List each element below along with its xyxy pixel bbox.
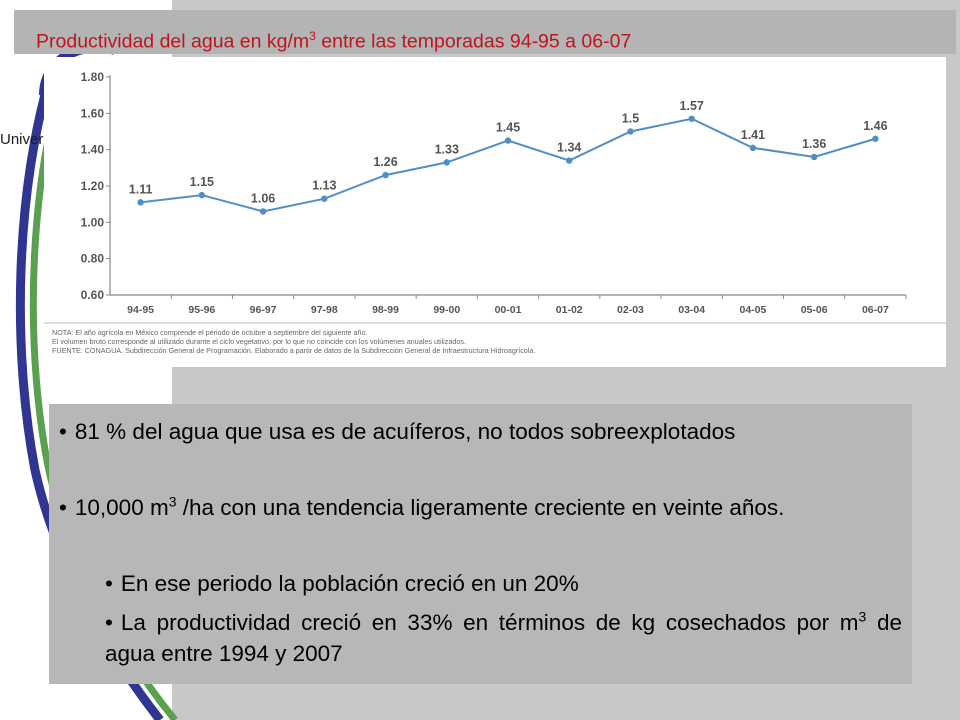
data-point xyxy=(259,208,267,215)
y-tick-label: 0.60 xyxy=(81,288,105,302)
data-point xyxy=(627,128,634,135)
x-tick-label: 03-04 xyxy=(678,304,705,316)
data-point xyxy=(137,199,144,206)
chart-note: El volumen bruto corresponde al utilizad… xyxy=(52,337,466,346)
x-tick-label: 98-99 xyxy=(372,304,399,316)
logo-text: Univer xyxy=(0,131,44,148)
x-tick-label: 01-02 xyxy=(556,304,583,316)
chart-panel: 1.80 1.60 1.40 1.20 1.00 0.80 0.60 94-95 95-96 9… xyxy=(44,57,946,367)
data-label: 1.41 xyxy=(741,128,765,142)
data-point xyxy=(810,153,818,161)
data-label: 1.45 xyxy=(496,121,520,135)
data-label: 1.5 xyxy=(622,112,639,126)
data-label: 1.57 xyxy=(680,99,704,113)
data-point xyxy=(382,171,389,179)
bullet-item-1: • 81 % del agua que usa es de acuíferos, … xyxy=(59,419,736,444)
x-tick-label: 00-01 xyxy=(495,304,522,316)
data-label: 1.34 xyxy=(557,141,581,155)
y-tick-label: 1.20 xyxy=(81,179,105,193)
data-point xyxy=(688,115,695,122)
bullet-item-4: • La productividad creció en 33% en térmi… xyxy=(105,608,902,667)
x-tick-label: 02-03 xyxy=(617,304,644,316)
data-point xyxy=(749,144,757,152)
data-point xyxy=(198,191,206,199)
y-tick-label: 1.60 xyxy=(81,106,105,120)
chart-note: NOTA: El año agrícola en México comprend… xyxy=(52,328,368,337)
x-tick-label: 97-98 xyxy=(311,304,338,316)
y-tick-label: 0.80 xyxy=(81,252,105,266)
x-tick-label: 95-96 xyxy=(188,304,215,316)
x-tick-label: 96-97 xyxy=(250,304,277,316)
data-point xyxy=(321,195,328,202)
data-label: 1.13 xyxy=(312,179,336,193)
data-point xyxy=(443,159,450,166)
data-label: 1.15 xyxy=(190,175,214,189)
data-label: 1.36 xyxy=(802,137,826,151)
data-label: 1.33 xyxy=(435,142,459,156)
slide-title: Productividad del agua en kg/m3 entre la… xyxy=(36,29,632,53)
y-tick-label: 1.00 xyxy=(81,215,105,229)
x-tick-label: 05-06 xyxy=(801,304,828,316)
x-tick-label: 06-07 xyxy=(862,304,889,316)
y-tick-label: 1.40 xyxy=(81,143,105,157)
y-tick-label: 1.80 xyxy=(81,70,105,84)
bullet-box: • 81 % del agua que usa es de acuíferos, … xyxy=(49,404,912,684)
bullet-item-2: • 10,000 m3 /ha con una tendencia ligeram… xyxy=(59,493,785,521)
data-label: 1.11 xyxy=(129,182,153,196)
chart-note: FUENTE: CONAGUA. Subdirección General de… xyxy=(52,346,535,355)
title-bar: Productividad del agua en kg/m3 entre la… xyxy=(14,10,956,54)
x-tick-label: 04-05 xyxy=(739,304,766,316)
x-tick-label: 99-00 xyxy=(433,304,460,316)
data-label: 1.46 xyxy=(863,119,887,133)
data-point xyxy=(504,137,512,144)
x-tick-label: 94-95 xyxy=(127,304,154,316)
bullet-item-3: • En ese periodo la población creció en u… xyxy=(105,571,579,596)
data-label: 1.06 xyxy=(251,191,275,205)
data-point xyxy=(872,135,879,142)
data-label: 1.26 xyxy=(373,155,397,169)
data-point xyxy=(566,157,573,164)
line-chart: 1.80 1.60 1.40 1.20 1.00 0.80 0.60 94-95 95-96 9… xyxy=(44,70,946,355)
